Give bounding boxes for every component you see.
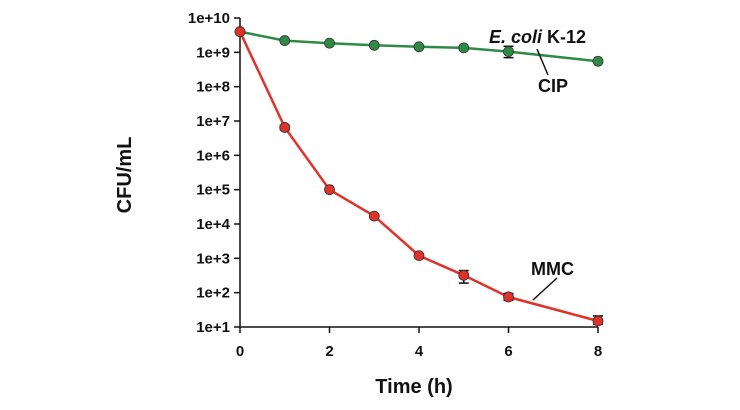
mmc-series bbox=[234, 26, 604, 327]
y-tick-label: 1e+4 bbox=[196, 216, 230, 233]
y-tick-label: 1e+5 bbox=[196, 182, 230, 199]
cip-point bbox=[458, 42, 470, 54]
x-tick-label: 4 bbox=[415, 343, 424, 360]
y-tick-label: 1e+3 bbox=[196, 250, 230, 267]
cip-point bbox=[368, 39, 380, 51]
mmc-label: MMC bbox=[531, 259, 574, 279]
y-axis-title: CFU/mL bbox=[114, 137, 136, 214]
cip-leader-line bbox=[536, 48, 549, 76]
cip-label: CIP bbox=[538, 76, 568, 96]
x-tick-label: 0 bbox=[236, 343, 244, 360]
y-axis-ticks: 1e+1 1e+2 1e+3 1e+4 1e+5 1e+6 1e+7 1e+8 1e+9 1e+1… bbox=[188, 10, 240, 336]
mmc-point bbox=[324, 184, 335, 196]
mmc-point bbox=[279, 122, 291, 133]
mmc-point bbox=[368, 210, 380, 222]
y-tick-label: 1e+1 bbox=[196, 319, 230, 336]
y-tick-label: 1e+6 bbox=[196, 147, 230, 164]
mmc-leader-line bbox=[532, 277, 558, 301]
x-tick-label: 2 bbox=[325, 343, 333, 360]
x-axis-ticks: 0 2 4 6 8 bbox=[236, 327, 602, 360]
cip-point bbox=[324, 37, 335, 49]
organism-label: E. coli K-12 bbox=[489, 27, 586, 47]
y-tick-label: 1e+10 bbox=[188, 10, 230, 27]
cip-point bbox=[413, 41, 425, 53]
mmc-point bbox=[413, 250, 425, 262]
organism-italic: E. coli bbox=[489, 27, 543, 47]
y-tick-label: 1e+2 bbox=[196, 285, 230, 302]
mmc-line bbox=[238, 31, 599, 323]
cip-line bbox=[239, 30, 599, 63]
x-tick-label: 8 bbox=[594, 343, 602, 360]
mmc-point bbox=[234, 26, 246, 38]
organism-suffix: K-12 bbox=[542, 27, 586, 47]
cip-point bbox=[503, 46, 514, 58]
x-tick-label: 6 bbox=[504, 343, 512, 360]
x-axis-title: Time (h) bbox=[375, 376, 452, 398]
y-tick-label: 1e+8 bbox=[196, 79, 230, 96]
cip-point bbox=[592, 55, 604, 67]
mmc-point bbox=[592, 315, 604, 327]
series-layer bbox=[234, 26, 604, 327]
mmc-point bbox=[458, 269, 470, 281]
y-tick-label: 1e+9 bbox=[196, 44, 230, 61]
cip-point bbox=[279, 35, 291, 46]
y-tick-label: 1e+7 bbox=[196, 113, 230, 130]
mmc-point bbox=[503, 291, 514, 303]
